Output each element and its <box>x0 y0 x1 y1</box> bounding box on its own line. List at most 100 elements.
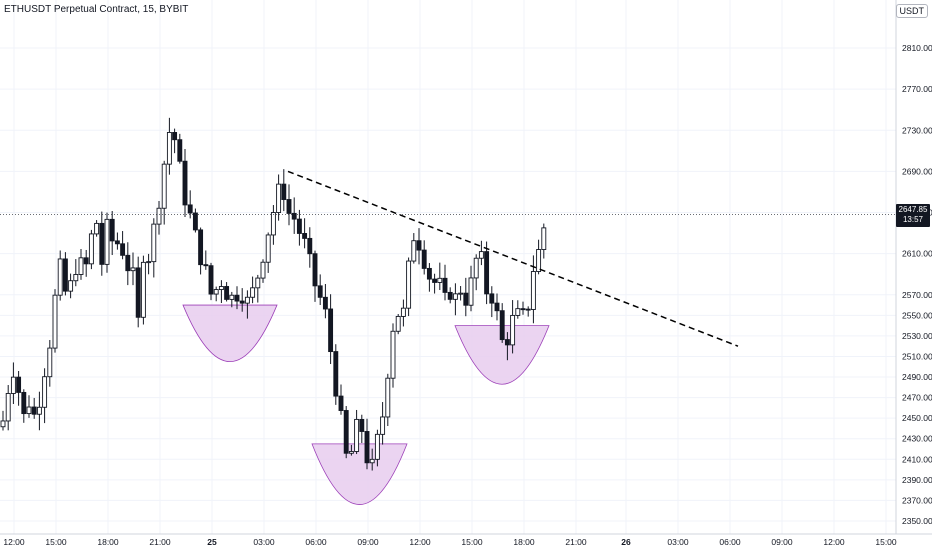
candle <box>229 291 235 308</box>
candle <box>83 249 89 277</box>
price-tick-label: 2410.00 <box>902 454 932 464</box>
candle <box>10 362 16 405</box>
candle <box>114 232 120 250</box>
time-tick-label: 06:00 <box>719 537 741 547</box>
candle-body-up <box>385 377 391 418</box>
trendline-layer[interactable] <box>287 170 739 347</box>
candle <box>244 290 250 319</box>
candle-body-down <box>239 300 245 304</box>
candle-body-down <box>125 254 131 272</box>
candle-body-up <box>411 240 417 262</box>
candle <box>172 128 178 154</box>
candle-body-up <box>47 347 53 378</box>
candle <box>161 160 167 225</box>
rounded-bottom-shape[interactable] <box>311 443 408 505</box>
candle-body-up <box>166 132 172 165</box>
candle-body-up <box>276 183 282 213</box>
candle-body-up <box>146 261 152 264</box>
candle-body-up <box>374 433 380 460</box>
candle <box>286 184 292 226</box>
price-tick-label: 2530.00 <box>902 331 932 341</box>
candle-body-down <box>291 212 297 220</box>
time-axis[interactable]: 12:00 15:00 18:00 21:00 25 03:00 06:00 09:00 12:… <box>3 537 897 547</box>
currency-badge[interactable]: USDT <box>895 4 928 18</box>
candle-body-up <box>88 233 94 265</box>
candle-body-up <box>78 257 84 275</box>
candle <box>78 248 84 280</box>
time-tick-label: 15:00 <box>461 537 483 547</box>
candle-body-up <box>390 330 396 379</box>
candle-body-down <box>416 240 422 251</box>
symbol-title[interactable]: ETHUSDT Perpetual Contract, 15, BYBIT <box>4 4 189 15</box>
candle <box>42 368 48 424</box>
time-tick-label: 18:00 <box>97 537 119 547</box>
candle <box>135 256 141 328</box>
candle-body-down <box>504 339 510 346</box>
candle-body-down <box>83 257 89 265</box>
candle-body-down <box>343 410 349 454</box>
candle-body-down <box>312 253 318 287</box>
candle-body-down <box>333 351 339 397</box>
candle <box>369 448 375 471</box>
time-tick-label: 03:00 <box>667 537 689 547</box>
countdown-timer: 13:57 <box>902 214 924 224</box>
candle-body-up <box>10 376 16 394</box>
time-tick-label: 21:00 <box>565 537 587 547</box>
candle-body-down <box>322 296 328 310</box>
candle <box>104 212 110 273</box>
candle <box>442 264 448 301</box>
candle-body-up <box>380 416 386 435</box>
candle-body-up <box>130 267 136 272</box>
candle <box>333 344 339 405</box>
candle-body-up <box>265 234 271 263</box>
candle-body-down <box>489 293 495 304</box>
candle <box>218 280 224 303</box>
price-tick-label: 2570.00 <box>902 290 932 300</box>
candle-body-down <box>499 310 505 341</box>
candle <box>536 239 542 275</box>
candle <box>21 389 27 423</box>
price-axis[interactable]: 2350.00 2370.00 2390.00 2410.00 2430.00 2450.… <box>902 43 932 526</box>
candle <box>109 210 115 256</box>
descending-trendline[interactable] <box>287 170 739 347</box>
candle-body-up <box>104 218 110 265</box>
candle <box>281 169 287 212</box>
price-tick-label: 2550.00 <box>902 310 932 320</box>
rounded-bottom-shape[interactable] <box>182 304 278 363</box>
candle <box>47 339 53 387</box>
candle <box>432 273 438 294</box>
candle-body-down <box>192 212 198 231</box>
price-tick-label: 2450.00 <box>902 413 932 423</box>
rounded-bottom-shape[interactable] <box>454 325 550 385</box>
candle <box>348 444 354 456</box>
candle-body-down <box>281 183 287 200</box>
price-tick-label: 2430.00 <box>902 434 932 444</box>
candle <box>239 288 245 312</box>
candle-body-down <box>328 308 334 353</box>
candle-body-down <box>31 406 37 415</box>
candle-body-up <box>213 289 219 295</box>
candle-body-up <box>250 287 256 298</box>
candle <box>31 397 37 419</box>
candle <box>416 228 422 265</box>
candle <box>364 418 370 470</box>
candle <box>499 303 505 343</box>
candle-body-down <box>442 277 448 293</box>
time-tick-label: 12:00 <box>3 537 25 547</box>
candle-body-down <box>21 391 27 415</box>
candle <box>338 384 344 415</box>
candle-body-up <box>156 207 162 225</box>
candle <box>187 190 193 219</box>
candle-body-up <box>52 294 58 349</box>
candle-body-up <box>473 257 479 279</box>
candle <box>213 286 219 302</box>
price-tick-label: 2690.00 <box>902 166 932 176</box>
candle <box>192 208 198 233</box>
candle-body-up <box>437 277 443 283</box>
candle <box>62 252 68 296</box>
candle-body-down <box>317 285 323 298</box>
candle-body-up <box>218 286 224 291</box>
candle-body-up <box>400 307 406 317</box>
candle-body-up <box>478 251 484 259</box>
